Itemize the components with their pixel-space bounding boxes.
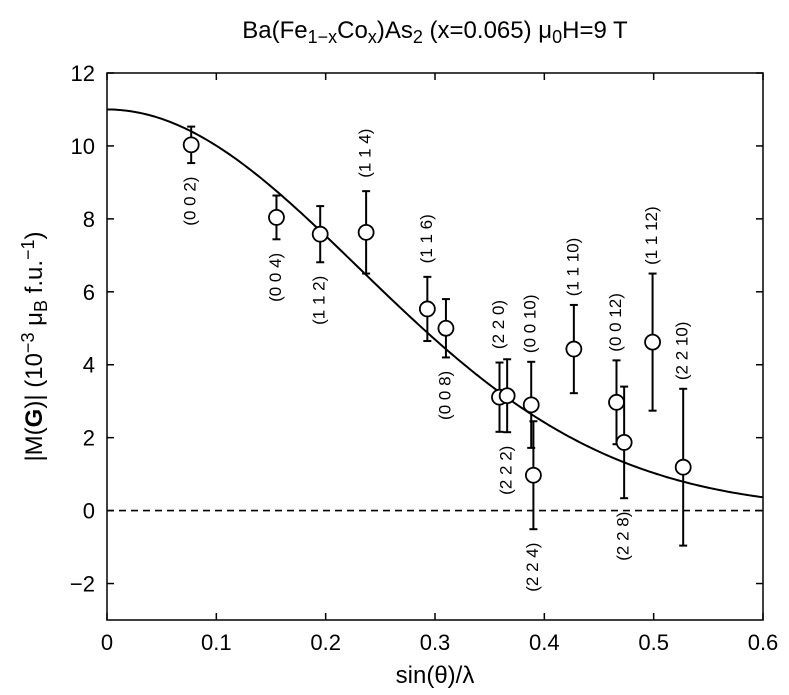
y-tick-label: 0 [83, 499, 95, 524]
reflection-label: (0 0 4) [266, 253, 285, 302]
text-part: −3 [18, 333, 38, 354]
data-point-2: (1 1 2) [310, 205, 329, 325]
data-marker [182, 136, 200, 154]
y-tick-label: 6 [83, 280, 95, 305]
data-marker [498, 387, 516, 405]
data-marker [357, 223, 375, 241]
y-tick-label: 2 [83, 426, 95, 451]
fit-curve [106, 108, 764, 499]
reflection-label: (2 2 10) [673, 322, 692, 381]
data-point-10: (1 1 10) [563, 238, 583, 395]
x-tick-label: 0.2 [310, 630, 341, 655]
data-point-6: (2 2 0) [489, 300, 508, 433]
data-marker [268, 209, 285, 226]
text-part: μ [21, 312, 48, 333]
data-marker [644, 333, 661, 351]
data-marker [525, 466, 542, 484]
text-part: )As [377, 17, 413, 44]
data-point-12: (2 2 8) [614, 385, 633, 561]
x-tick-label: 0.1 [201, 630, 232, 655]
data-point-7: (2 2 2) [497, 358, 516, 495]
data-point-11: (0 0 12) [606, 293, 625, 446]
x-tick-label: 0.4 [529, 630, 560, 655]
x-tick-label: 0.3 [420, 630, 451, 655]
y-tick-label: 8 [83, 207, 95, 232]
x-axis-label: sin(θ)/λ [396, 662, 475, 689]
reflection-label: (1 1 10) [563, 238, 582, 297]
text-part: (x=0.065) μ [423, 17, 552, 44]
x-tick-label: 0 [101, 630, 113, 655]
data-marker [437, 319, 455, 337]
reflection-label: (1 1 6) [417, 214, 436, 263]
reflection-label: (0 0 12) [606, 293, 625, 352]
text-part: )| (10 [21, 353, 48, 409]
data-point-5: (0 0 8) [435, 298, 455, 420]
y-axis-label: |M(G)| (10−3 μB f.u.−1) [18, 231, 51, 461]
data-point-13: (1 1 12) [642, 206, 661, 412]
data-point-3: (1 1 4) [356, 129, 375, 275]
data-marker [608, 393, 625, 411]
text-part: x [368, 27, 377, 47]
data-point-4: (1 1 6) [417, 214, 436, 343]
y-tick-label: 12 [71, 61, 95, 86]
data-marker [418, 300, 436, 318]
text-part: 1−x [308, 27, 338, 47]
text-part: f.u. [21, 260, 48, 300]
reflection-label: (2 2 0) [489, 300, 508, 349]
reflection-label: (1 1 12) [642, 206, 661, 265]
reflection-label: (2 2 2) [497, 446, 516, 495]
data-point-0: (0 0 2) [181, 125, 200, 226]
x-tick-label: 0.5 [638, 630, 669, 655]
text-part: G [21, 409, 48, 428]
reflection-label: (0 0 2) [181, 177, 200, 226]
text-part: Ba(Fe [242, 17, 307, 44]
text-part: Co [337, 17, 368, 44]
reflection-label: (1 1 4) [356, 129, 375, 178]
y-tick-label: 10 [71, 134, 95, 159]
text-part: H=9 T [562, 17, 628, 44]
y-tick-label: −2 [70, 572, 95, 597]
data-point-14: (2 2 10) [673, 322, 692, 547]
text-part: ) [21, 231, 48, 239]
text-part: 0 [552, 27, 562, 47]
y-tick-label: 4 [83, 353, 95, 378]
text-part: 2 [413, 27, 423, 47]
data-point-1: (0 0 4) [266, 194, 285, 302]
axes-frame [106, 72, 764, 621]
data-marker [565, 340, 583, 358]
text-part: B [31, 300, 51, 312]
data-point-9: (2 2 4) [523, 420, 542, 592]
text-part: −1 [18, 239, 38, 260]
data-marker [522, 396, 540, 414]
plot-area: (0 0 2) (0 0 4) (1 1 2) (1 1 4) (1 1 6) (0 0 … [106, 108, 764, 592]
reflection-label: (1 1 2) [310, 276, 329, 325]
text-part: |M( [21, 427, 48, 461]
chart-title: Ba(Fe1−xCox)As2 (x=0.065) μ0H=9 T [242, 17, 628, 47]
reflection-label: (2 2 4) [523, 543, 542, 592]
data-marker [674, 458, 692, 476]
reflection-label: (2 2 8) [614, 512, 633, 561]
data-marker [311, 225, 329, 243]
data-point-8: (0 0 10) [521, 294, 540, 449]
reflection-label: (0 0 8) [435, 371, 454, 420]
reflection-label: (0 0 10) [521, 294, 540, 353]
x-tick-label: 0.6 [748, 630, 779, 655]
data-marker [615, 434, 633, 451]
